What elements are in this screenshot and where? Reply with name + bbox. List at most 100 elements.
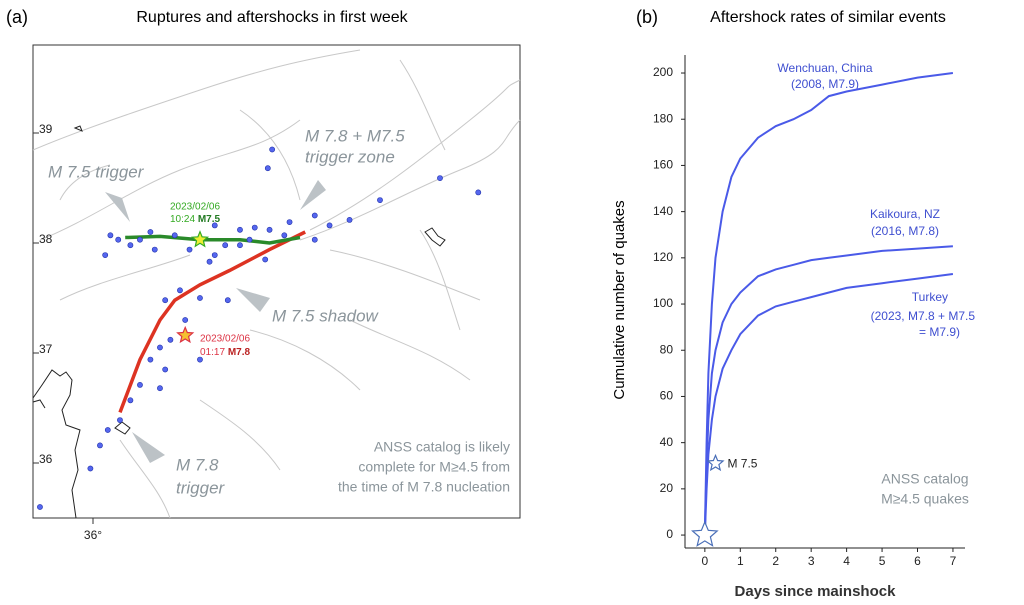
epicenter-label: 10:24 M7.5 bbox=[170, 214, 220, 225]
annotation: M 7.8 bbox=[176, 455, 219, 474]
marker-label: M 7.5 bbox=[727, 457, 757, 471]
aftershock bbox=[97, 442, 103, 449]
x-tick-label: 5 bbox=[879, 554, 886, 568]
aftershock bbox=[115, 236, 122, 243]
marker-star bbox=[691, 520, 719, 547]
aftershock bbox=[157, 385, 163, 392]
series-note: = M7.9) bbox=[919, 325, 960, 339]
y-tick-label: 39 bbox=[39, 122, 53, 136]
aftershock bbox=[162, 297, 169, 304]
aftershock bbox=[237, 226, 243, 233]
aftershock bbox=[157, 344, 163, 351]
aftershock bbox=[37, 504, 43, 510]
aftershock bbox=[346, 216, 353, 223]
aftershock bbox=[182, 317, 189, 323]
x-tick-label: 6 bbox=[914, 554, 921, 568]
series-label: Turkey bbox=[912, 290, 948, 304]
aftershock bbox=[251, 224, 258, 231]
x-axis-label: Days since mainshock bbox=[735, 583, 897, 600]
y-tick-label: 40 bbox=[660, 435, 674, 449]
annotation: trigger bbox=[176, 478, 226, 497]
aftershock bbox=[326, 222, 333, 229]
aftershock bbox=[197, 356, 203, 363]
epicenter-label: 01:17 M7.8 bbox=[200, 347, 250, 358]
y-tick-label: 38 bbox=[39, 232, 53, 246]
epicenter-magnitude: M7.5 bbox=[198, 214, 221, 225]
aftershock bbox=[162, 366, 169, 373]
panel-label: (b) bbox=[636, 7, 658, 27]
aftershock bbox=[137, 381, 143, 388]
aftershock bbox=[117, 417, 123, 423]
series-line bbox=[703, 72, 954, 536]
epicenter bbox=[190, 230, 210, 248]
aftershock bbox=[197, 295, 203, 301]
x-tick-label: 0 bbox=[702, 554, 709, 568]
epicenter bbox=[176, 325, 195, 344]
aftershock bbox=[107, 232, 114, 239]
aftershock bbox=[281, 232, 288, 239]
map-frame bbox=[32, 44, 521, 519]
series-note: (2008, M7.9) bbox=[791, 77, 859, 91]
y-tick-label: 80 bbox=[660, 342, 674, 356]
series-label: Kaikoura, NZ bbox=[870, 207, 940, 221]
callouts bbox=[105, 180, 326, 463]
aftershock bbox=[151, 246, 158, 253]
y-tick-label: 0 bbox=[666, 527, 673, 541]
aftershock bbox=[211, 222, 218, 229]
aftershock bbox=[137, 236, 143, 243]
aftershock bbox=[87, 465, 94, 472]
line-layer: 0 20 40 60 80 100 120 140 160 180 200 0 1 2 3 4 5 6 7 M 7.5 bbox=[653, 55, 965, 568]
x-tick-label: 36° bbox=[84, 528, 102, 542]
x-tick-label: 1 bbox=[737, 554, 744, 568]
annotation: M 7.5 shadow bbox=[272, 306, 380, 325]
aftershock bbox=[262, 256, 269, 263]
aftershock bbox=[167, 336, 174, 343]
chart-title: Ruptures and aftershocks in first week bbox=[136, 9, 408, 26]
aftershock bbox=[286, 219, 293, 225]
panel-label: (a) bbox=[6, 7, 28, 27]
epicenter-date: 2023/02/06 bbox=[170, 202, 220, 213]
annotation: M 7.8 + M7.5 bbox=[305, 126, 405, 145]
aftershock bbox=[269, 146, 276, 153]
aftershock bbox=[311, 212, 318, 219]
aftershock bbox=[177, 287, 183, 294]
y-tick-label: 37 bbox=[39, 342, 53, 356]
epicenter-time: 10:24 bbox=[170, 214, 195, 225]
aftershock bbox=[222, 242, 229, 249]
series-label: Wenchuan, China bbox=[777, 61, 873, 75]
series-line bbox=[703, 273, 954, 536]
aftershock bbox=[127, 397, 134, 404]
note: complete for M≥4.5 from bbox=[358, 459, 510, 475]
aftershock bbox=[171, 232, 178, 239]
rupture bbox=[125, 234, 301, 245]
y-tick-label: 140 bbox=[653, 204, 673, 218]
x-tick-label: 3 bbox=[808, 554, 815, 568]
aftershock bbox=[266, 226, 273, 233]
x-tick-label: 4 bbox=[843, 554, 850, 568]
note: ANSS catalog is likely bbox=[374, 439, 510, 455]
annotation: M 7.5 trigger bbox=[48, 162, 145, 181]
epicenter-date: 2023/02/06 bbox=[200, 334, 250, 345]
aftershock bbox=[377, 197, 383, 203]
annotation: trigger zone bbox=[305, 147, 395, 166]
y-tick-label: 200 bbox=[653, 65, 673, 79]
series-line bbox=[703, 245, 953, 536]
series-note: (2023, M7.8 + M7.5 bbox=[871, 309, 976, 323]
coastline bbox=[32, 125, 446, 519]
y-tick-label: 60 bbox=[660, 389, 674, 403]
aftershock bbox=[211, 252, 218, 258]
faults bbox=[32, 49, 521, 519]
aftershock bbox=[475, 189, 482, 196]
aftershock bbox=[147, 356, 154, 363]
note: ANSS catalog bbox=[881, 471, 968, 487]
aftershock bbox=[246, 236, 253, 243]
aftershock bbox=[104, 427, 111, 433]
aftershock bbox=[437, 175, 443, 181]
y-tick-label: 20 bbox=[660, 481, 674, 495]
y-tick-label: 180 bbox=[653, 111, 673, 125]
aftershock bbox=[237, 242, 243, 249]
x-tick-label: 2 bbox=[772, 554, 779, 568]
y-tick-label: 100 bbox=[653, 296, 673, 310]
marker-star bbox=[706, 453, 725, 472]
